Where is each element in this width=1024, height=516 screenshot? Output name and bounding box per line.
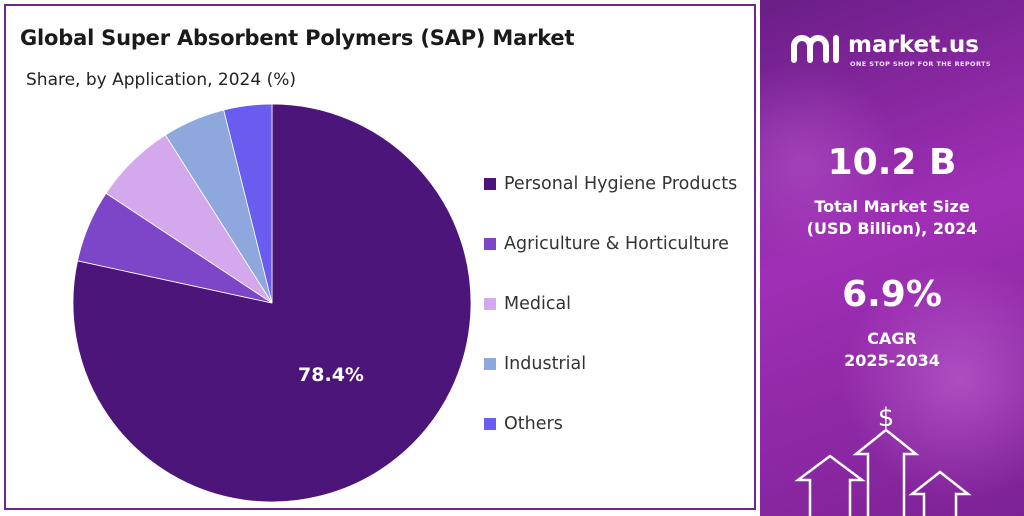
legend-swatch: [484, 358, 496, 370]
legend-item: Agriculture & Horticulture: [484, 214, 737, 274]
summary-panel: market.us ONE STOP SHOP FOR THE REPORTS …: [760, 0, 1024, 516]
legend-item: Personal Hygiene Products: [484, 154, 737, 214]
arrow-up-icon: [852, 428, 920, 516]
legend-label: Medical: [504, 294, 572, 314]
market-size-unit: (USD Billion), 2024: [806, 219, 978, 238]
pie-chart: 78.4%: [72, 103, 472, 503]
dollar-icon: $: [878, 403, 895, 433]
legend-item: Industrial: [484, 334, 737, 394]
pie-slice: [223, 103, 273, 304]
chart-panel: Global Super Absorbent Polymers (SAP) Ma…: [4, 4, 756, 510]
legend-swatch: [484, 238, 496, 250]
legend-swatch: [484, 418, 496, 430]
legend-label: Others: [504, 414, 563, 434]
chart-legend: Personal Hygiene Products Agriculture & H…: [484, 154, 737, 454]
logo-tagline: ONE STOP SHOP FOR THE REPORTS: [850, 60, 991, 68]
legend-label: Agriculture & Horticulture: [504, 234, 729, 254]
brand-logo: market.us ONE STOP SHOP FOR THE REPORTS: [788, 30, 1008, 70]
data-label: 78.4%: [298, 364, 364, 386]
legend-label: Personal Hygiene Products: [504, 174, 738, 194]
cagr-label: CAGR: [867, 329, 917, 348]
legend-swatch: [484, 298, 496, 310]
legend-item: Others: [484, 394, 737, 454]
cagr-period: 2025-2034: [844, 351, 940, 370]
growth-decoration: $: [794, 403, 972, 516]
market-size-label: Total Market Size: [814, 197, 970, 216]
arrow-up-icon: [794, 454, 866, 516]
background-glow: [840, 260, 1024, 500]
legend-swatch: [484, 178, 496, 190]
logo-text: market.us: [848, 32, 979, 58]
legend-label: Industrial: [504, 354, 587, 374]
chart-subtitle: Share, by Application, 2024 (%): [26, 70, 296, 90]
cagr-value: 6.9%: [842, 274, 942, 315]
logo-icon: [791, 35, 839, 63]
market-size-value: 10.2 B: [827, 142, 957, 183]
chart-title: Global Super Absorbent Polymers (SAP) Ma…: [20, 26, 575, 50]
legend-item: Medical: [484, 274, 737, 334]
arrow-up-icon: [908, 470, 972, 516]
